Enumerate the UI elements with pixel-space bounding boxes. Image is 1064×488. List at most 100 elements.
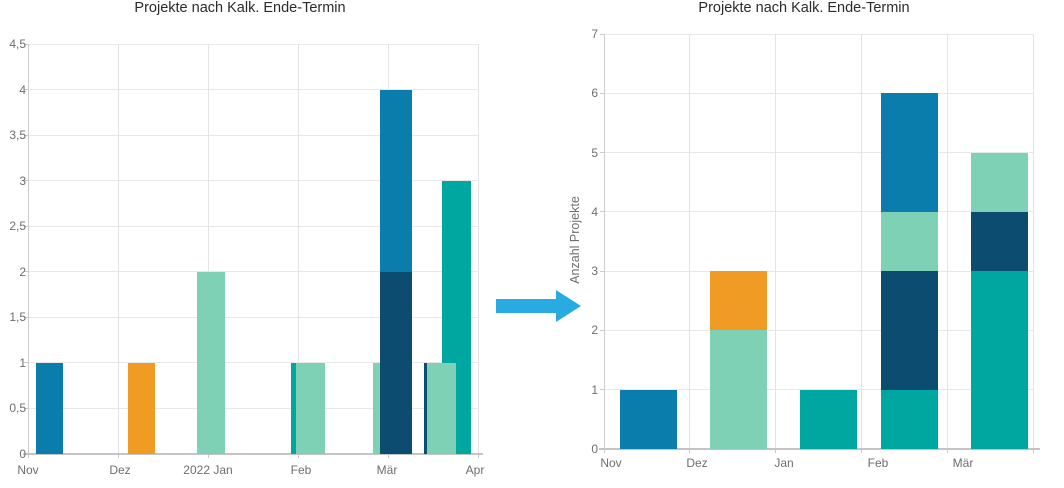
x-tick-mark <box>207 454 209 458</box>
x-tick-label: Nov <box>17 463 39 477</box>
y-tick-label: 1,5 <box>9 310 26 325</box>
x-tick-label: Apr <box>465 463 485 477</box>
y-tick-label: 0 <box>591 442 598 456</box>
gridline <box>603 34 605 449</box>
gridline <box>946 34 948 449</box>
x-tick-label: Mär <box>376 463 398 477</box>
gridline <box>604 329 1033 331</box>
arrow-annotation <box>490 283 590 329</box>
gridline <box>604 270 1033 272</box>
y-tick-mark <box>600 152 604 154</box>
column-mint[interactable] <box>197 271 225 454</box>
y-tick-mark <box>24 180 28 182</box>
gridline <box>28 316 478 318</box>
y-tick-label: 3 <box>591 264 598 279</box>
y-tick-mark <box>24 407 28 409</box>
y-tick-mark <box>24 43 28 45</box>
gridline <box>28 43 478 45</box>
x-tick-mark <box>297 454 299 458</box>
stack-segment-teal[interactable] <box>881 389 938 449</box>
x-tick-label: 2022 Jan <box>183 463 233 477</box>
gridline <box>297 44 299 454</box>
gridline <box>1032 34 1034 449</box>
y-tick-label: 1 <box>19 355 26 370</box>
column-orange[interactable] <box>128 362 155 454</box>
gridline <box>604 92 1033 94</box>
stack-segment-navy[interactable] <box>881 271 938 390</box>
x-tick-mark <box>477 454 479 458</box>
stack-segment-blue[interactable] <box>620 389 677 449</box>
stack-segment-mint[interactable] <box>971 152 1028 212</box>
gridline <box>207 44 209 454</box>
y-tick-mark <box>600 329 604 331</box>
y-tick-label: 5 <box>591 145 598 160</box>
column-mint[interactable] <box>427 362 456 454</box>
y-tick-label: 3,5 <box>9 128 26 143</box>
column-blue[interactable] <box>36 362 63 454</box>
x-tick-mark <box>117 454 119 458</box>
left-chart-plot-area <box>23 43 483 458</box>
x-tick-mark <box>860 449 862 453</box>
y-tick-label: 4,5 <box>9 37 26 51</box>
stack-segment-orange[interactable] <box>710 271 767 331</box>
y-tick-label: 4 <box>19 82 26 97</box>
y-tick-mark <box>600 389 604 391</box>
y-tick-mark <box>600 33 604 35</box>
x-tick-mark <box>1032 449 1034 453</box>
x-tick-label: Nov <box>600 456 622 470</box>
y-tick-mark <box>24 316 28 318</box>
y-tick-label: 0,5 <box>9 401 26 416</box>
gridline <box>28 271 478 273</box>
stack-segment-navy[interactable] <box>971 211 1028 272</box>
y-tick-label: 0 <box>19 447 26 461</box>
gridline <box>775 34 777 449</box>
right-chart-title: Projekte nach Kalk. Ende-Termin <box>698 0 910 16</box>
gridline <box>860 34 862 449</box>
y-tick-mark <box>24 225 28 227</box>
column-navy[interactable] <box>380 271 412 454</box>
y-tick-mark <box>600 211 604 213</box>
x-tick-mark <box>27 454 29 458</box>
y-tick-label: 6 <box>591 86 598 101</box>
x-tick-mark <box>387 454 389 458</box>
x-tick-label: Feb <box>867 456 889 470</box>
gridline <box>604 33 1033 35</box>
y-tick-label: 3 <box>19 173 26 188</box>
y-tick-label: 4 <box>591 204 598 219</box>
gridline <box>604 211 1033 213</box>
y-tick-mark <box>600 270 604 272</box>
x-tick-mark <box>946 449 948 453</box>
column-mint[interactable] <box>296 362 325 454</box>
left-chart-title: Projekte nach Kalk. Ende-Termin <box>134 0 346 16</box>
right-arrow-icon <box>496 290 581 322</box>
x-tick-mark <box>689 449 691 453</box>
x-axis-line <box>599 448 1040 450</box>
x-tick-mark <box>603 449 605 453</box>
x-tick-label: Feb <box>290 463 312 477</box>
gridline <box>28 362 478 364</box>
stack-segment-blue[interactable] <box>881 93 938 212</box>
y-tick-label: 2 <box>19 264 26 279</box>
gridline <box>117 44 119 454</box>
y-tick-mark <box>24 134 28 136</box>
gridline <box>689 34 691 449</box>
gridline <box>28 225 478 227</box>
x-tick-label: Dez <box>109 463 131 477</box>
x-tick-label: Mär <box>952 456 974 470</box>
y-tick-mark <box>24 271 28 273</box>
stack-segment-teal[interactable] <box>971 271 1028 449</box>
stack-segment-mint[interactable] <box>881 211 938 272</box>
gridline <box>28 407 478 409</box>
x-tick-label: Dez <box>686 456 708 470</box>
y-tick-label: 7 <box>591 27 598 41</box>
y-tick-mark <box>600 92 604 94</box>
gridline <box>477 44 479 454</box>
stack-segment-teal[interactable] <box>800 389 857 449</box>
gridline <box>27 44 29 454</box>
x-axis-line <box>23 453 483 455</box>
y-tick-mark <box>24 362 28 364</box>
y-tick-label: 1 <box>591 382 598 397</box>
y-tick-label: 2 <box>591 323 598 338</box>
stack-segment-mint[interactable] <box>710 330 767 449</box>
